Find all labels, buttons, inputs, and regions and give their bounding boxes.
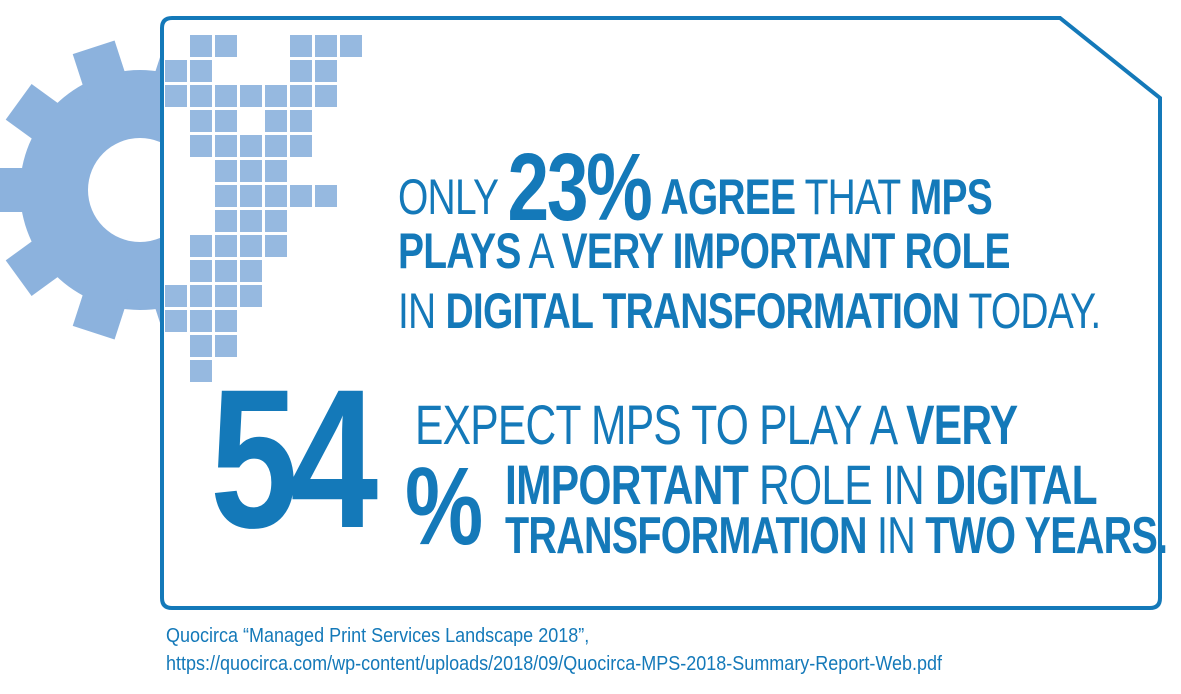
stat1-digital-transformation: DIGITAL TRANSFORMATION bbox=[445, 283, 960, 339]
stat1-today: TODAY. bbox=[968, 283, 1101, 339]
stat1-that: THAT bbox=[804, 169, 901, 225]
stat2-line1: EXPECT MPS TO PLAY A VERY bbox=[415, 392, 1018, 457]
stat2-line2: IMPORTANT ROLE IN DIGITAL bbox=[505, 452, 1098, 517]
stat2-role-in: ROLE IN bbox=[759, 453, 925, 516]
stat2-value-number: 54 bbox=[210, 348, 378, 569]
stat2-two-years: TWO YEARS. bbox=[925, 507, 1168, 565]
stat1-plays: PLAYS bbox=[398, 223, 521, 279]
stat2-transformation: TRANSFORMATION bbox=[505, 507, 868, 565]
citation-url: https://quocirca.com/wp-content/uploads/… bbox=[166, 653, 943, 675]
stat2-digital: DIGITAL bbox=[935, 453, 1098, 516]
stat2-value-percent: % bbox=[405, 445, 484, 568]
stat1-mps: MPS bbox=[909, 169, 993, 225]
stat1-in: IN bbox=[398, 283, 436, 339]
stat1-line1: ONLY 23% AGREE THAT MPS bbox=[398, 140, 993, 236]
citation-source: Quocirca “Managed Print Services Landsca… bbox=[166, 625, 590, 647]
stat1-agree: AGREE bbox=[660, 169, 796, 225]
stat1-line2: PLAYS A VERY IMPORTANT ROLE bbox=[398, 222, 1011, 280]
stat1-only: ONLY bbox=[398, 169, 498, 225]
stat2-very: VERY bbox=[906, 393, 1018, 456]
citation: Quocirca “Managed Print Services Landsca… bbox=[166, 622, 942, 678]
stat1-value: 23% bbox=[507, 134, 653, 241]
stat2-expect: EXPECT MPS TO PLAY A bbox=[415, 393, 896, 456]
stat2-in: IN bbox=[877, 507, 916, 565]
stat1-line3: IN DIGITAL TRANSFORMATION TODAY. bbox=[398, 282, 1101, 340]
stat2-line3: TRANSFORMATION IN TWO YEARS. bbox=[505, 506, 1168, 566]
stat1-very-important-role: VERY IMPORTANT ROLE bbox=[561, 223, 1011, 279]
stat1-a: A bbox=[528, 223, 552, 279]
stat2-important: IMPORTANT bbox=[505, 453, 749, 516]
